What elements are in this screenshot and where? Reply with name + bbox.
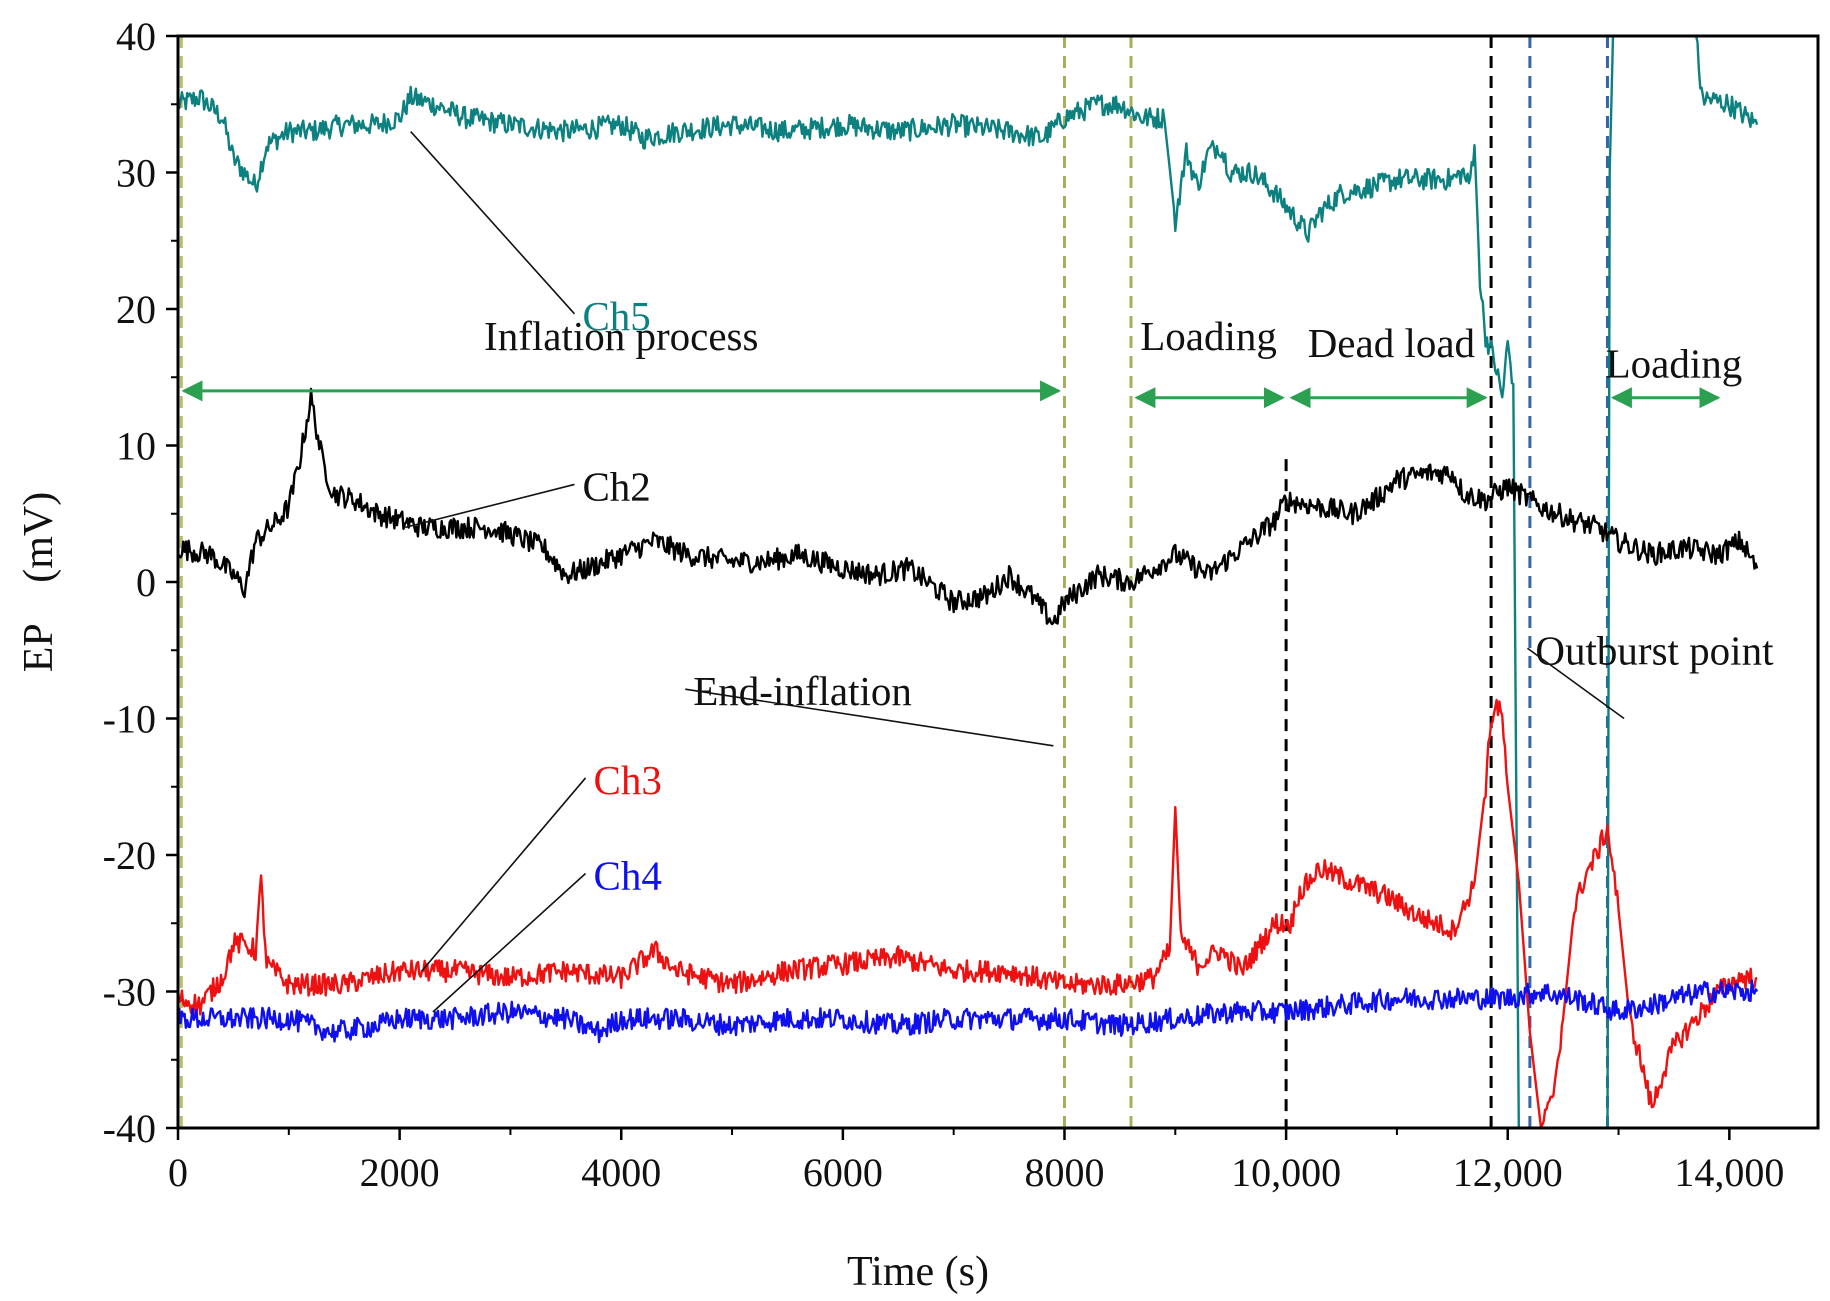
y-tick-label-1: 30 [116, 151, 156, 196]
series-line-ch2 [176, 387, 1759, 626]
series-line-ch3 [176, 698, 1758, 1130]
annotation-leader-1 [410, 131, 576, 315]
x-tick-label-6: 12,000 [1453, 1150, 1563, 1195]
phase-label-2: Loading [1140, 313, 1277, 359]
phase-label-4: Loading [1606, 340, 1743, 386]
annotation-1: Ch5 [582, 293, 650, 339]
annotation-leader-2 [404, 483, 575, 529]
x-tick-label-0: 0 [168, 1150, 188, 1195]
y-tick-label-0: 40 [116, 14, 156, 59]
x-tick-label-1: 2000 [360, 1150, 440, 1195]
annotation-leader-5 [685, 688, 1054, 747]
x-tick-label-3: 6000 [803, 1150, 883, 1195]
y-tick-label-4: 0 [136, 560, 156, 605]
annotation-2: Ch2 [582, 463, 650, 509]
annotation-leader-3 [421, 777, 587, 972]
annotation-4: Ch4 [594, 852, 662, 898]
x-tick-label-2: 4000 [581, 1150, 661, 1195]
phase-label-1: Inflation process [484, 313, 758, 359]
y-axis-title: EP (mV) [16, 492, 62, 672]
annotation-leader-6 [1526, 647, 1625, 720]
y-tick-label-3: 10 [116, 424, 156, 469]
y-tick-label-8: -40 [103, 1106, 156, 1151]
x-tick-label-4: 8000 [1024, 1150, 1104, 1195]
y-tick-label-5: -10 [103, 697, 156, 742]
series-line-ch5 [176, 34, 1759, 1130]
annotation-6: Outburst point [1535, 627, 1774, 673]
annotation-5: End-inflation [693, 668, 912, 714]
series-line-ch4 [177, 979, 1759, 1044]
y-tick-label-6: -20 [103, 833, 156, 878]
x-axis-title: Time (s) [847, 1249, 989, 1295]
phase-label-3: Dead load [1308, 320, 1475, 366]
annotation-leader-4 [432, 872, 587, 1013]
annotation-3: Ch3 [594, 757, 662, 803]
y-tick-label-2: 20 [116, 287, 156, 332]
x-tick-label-5: 10,000 [1231, 1150, 1341, 1195]
y-tick-label-7: -30 [103, 970, 156, 1015]
x-tick-label-7: 14,000 [1674, 1150, 1784, 1195]
